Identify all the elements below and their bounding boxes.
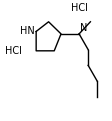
Text: HCl: HCl bbox=[70, 4, 87, 13]
Text: N: N bbox=[80, 23, 87, 33]
Text: HCl: HCl bbox=[5, 46, 22, 56]
Text: HN: HN bbox=[20, 26, 35, 36]
